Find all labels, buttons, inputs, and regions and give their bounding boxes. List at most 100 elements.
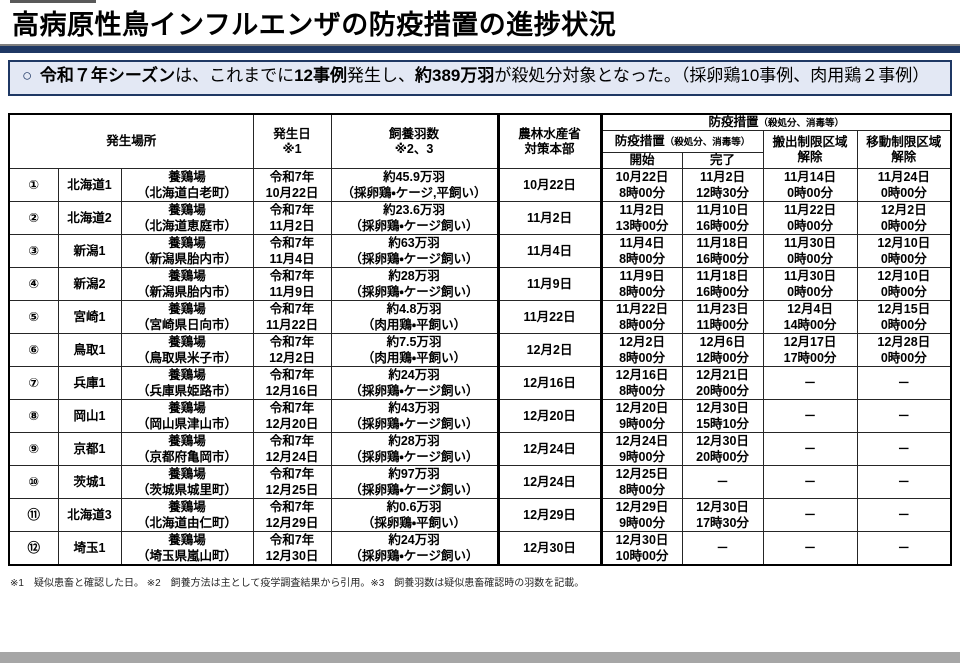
summary-segment: 12事例: [294, 66, 347, 85]
cell-maff-hq-date: 10月22日: [496, 168, 603, 202]
header-measures-group-main: 防疫措置: [708, 115, 759, 129]
cell-measure-start: 12月25日 8時00分: [600, 465, 683, 499]
cell-shipment-lift: －: [762, 432, 858, 466]
cell-farm-location: 養鶏場 （宮崎県日向市）: [120, 300, 254, 334]
cell-case-number: ⑤: [8, 300, 59, 334]
cell-onset-date: 令和7年 11月9日: [252, 267, 332, 301]
cell-measure-complete: 11月10日 16時00分: [681, 201, 764, 235]
cell-movement-lift: －: [856, 465, 952, 499]
cell-case-number: ⑧: [8, 399, 59, 433]
circle-bullet-icon: ○: [22, 66, 33, 85]
cell-shipment-lift: 12月4日 14時00分: [762, 300, 858, 334]
cell-case-name: 北海道3: [57, 498, 122, 532]
cell-measure-complete: －: [681, 531, 764, 566]
cell-measure-start: 12月2日 8時00分: [600, 333, 683, 367]
cell-onset-date: 令和7年 12月20日: [252, 399, 332, 433]
cell-farm-location: 養鶏場 （埼玉県嵐山町）: [120, 531, 254, 566]
cell-measure-complete: 11月18日 16時00分: [681, 267, 764, 301]
cell-case-number: ⑫: [8, 531, 59, 566]
table-row: ⑥ 鳥取1 養鶏場 （鳥取県米子市） 令和7年 12月2日 約7.5万羽 （肉用鶏・平飼…: [8, 333, 952, 367]
cell-case-name: 宮崎1: [57, 300, 122, 334]
cell-case-number: ⑥: [8, 333, 59, 367]
title-underline: [0, 44, 960, 53]
cell-shipment-lift: －: [762, 498, 858, 532]
cell-case-number: ⑪: [8, 498, 59, 532]
table-row: ⑦ 兵庫1 養鶏場 （兵庫県姫路市） 令和7年 12月16日 約24万羽 （採卵鶏・ケー…: [8, 366, 952, 400]
cell-movement-lift: 11月24日 0時00分: [856, 168, 952, 202]
cell-movement-lift: 12月15日 0時00分: [856, 300, 952, 334]
outbreak-table: 発生場所 発生日 ※1 飼養羽数 ※2、3 農林水産省 対策本部 防疫措置（殺処…: [8, 113, 953, 566]
header-maff-hq: 農林水産省 対策本部: [496, 113, 603, 169]
cell-maff-hq-date: 11月4日: [496, 234, 603, 268]
table-row: ① 北海道1 養鶏場 （北海道白老町） 令和7年 10月22日 約45.9万羽 （採卵鶏…: [8, 168, 952, 202]
bottom-gray-bar: [0, 652, 960, 663]
cell-maff-hq-date: 12月29日: [496, 498, 603, 532]
footnote: ※1 疑似患畜と確認した日。 ※2 飼養方法は主として疫学調査結果から引用。※3…: [10, 578, 585, 589]
header-measures-sub-paren: （殺処分、消毒等）: [664, 137, 751, 148]
cell-onset-date: 令和7年 11月4日: [252, 234, 332, 268]
cell-bird-count: 約23.6万羽 （採卵鶏・ケージ飼い）: [330, 201, 499, 235]
cell-farm-location: 養鶏場 （兵庫県姫路市）: [120, 366, 254, 400]
table-row: ⑨ 京都1 養鶏場 （京都府亀岡市） 令和7年 12月24日 約28万羽 （採卵鶏・ケー…: [8, 432, 952, 466]
header-shipment-lift: 搬出制限区域 解除: [762, 130, 858, 169]
header-measures-sub: 防疫措置（殺処分、消毒等）: [600, 130, 764, 153]
summary-segment: が殺処分対象となった。（採卵鶏10事例、肉用鶏２事例）: [494, 66, 930, 85]
header-movement-lift: 移動制限区域 解除: [856, 130, 952, 169]
summary-segment: 令和７年シーズン: [39, 66, 176, 85]
cell-case-name: 北海道2: [57, 201, 122, 235]
cell-measure-start: 11月2日 13時00分: [600, 201, 683, 235]
cell-onset-date: 令和7年 12月2日: [252, 333, 332, 367]
cell-measure-start: 12月29日 9時00分: [600, 498, 683, 532]
cell-case-number: ①: [8, 168, 59, 202]
cell-measure-start: 12月30日 10時00分: [600, 531, 683, 566]
cell-bird-count: 約24万羽 （採卵鶏・ケージ飼い）: [330, 366, 499, 400]
cell-onset-date: 令和7年 11月22日: [252, 300, 332, 334]
cell-case-number: ②: [8, 201, 59, 235]
cell-case-name: 新潟1: [57, 234, 122, 268]
table-row: ⑧ 岡山1 養鶏場 （岡山県津山市） 令和7年 12月20日 約43万羽 （採卵鶏・ケー…: [8, 399, 952, 433]
cell-shipment-lift: －: [762, 465, 858, 499]
cell-onset-date: 令和7年 12月29日: [252, 498, 332, 532]
cell-measure-start: 12月20日 9時00分: [600, 399, 683, 433]
cell-bird-count: 約63万羽 （採卵鶏・ケージ飼い）: [330, 234, 499, 268]
header-complete: 完了: [681, 152, 764, 169]
cell-measure-start: 10月22日 8時00分: [600, 168, 683, 202]
cell-shipment-lift: 11月30日 0時00分: [762, 234, 858, 268]
cell-case-name: 埼玉1: [57, 531, 122, 566]
cell-onset-date: 令和7年 11月2日: [252, 201, 332, 235]
cell-shipment-lift: －: [762, 399, 858, 433]
summary-segment: 発生し、: [347, 66, 415, 85]
cell-movement-lift: 12月10日 0時00分: [856, 267, 952, 301]
cell-movement-lift: －: [856, 498, 952, 532]
cell-movement-lift: －: [856, 432, 952, 466]
cell-case-number: ③: [8, 234, 59, 268]
header-measures-sub-main: 防疫措置: [614, 134, 665, 148]
cell-farm-location: 養鶏場 （新潟県胎内市）: [120, 234, 254, 268]
table-row: ⑤ 宮崎1 養鶏場 （宮崎県日向市） 令和7年 11月22日 約4.8万羽 （肉用鶏・平…: [8, 300, 952, 334]
cell-measure-start: 12月16日 8時00分: [600, 366, 683, 400]
table-body: ① 北海道1 養鶏場 （北海道白老町） 令和7年 10月22日 約45.9万羽 （採卵鶏…: [8, 168, 952, 566]
cell-movement-lift: －: [856, 531, 952, 566]
header-bird-count: 飼養羽数 ※2、3: [330, 113, 499, 169]
cell-shipment-lift: 12月17日 17時00分: [762, 333, 858, 367]
cell-shipment-lift: －: [762, 366, 858, 400]
cell-bird-count: 約24万羽 （採卵鶏・ケージ飼い）: [330, 531, 499, 566]
cell-maff-hq-date: 11月22日: [496, 300, 603, 334]
table-row: ② 北海道2 養鶏場 （北海道恵庭市） 令和7年 11月2日 約23.6万羽 （採卵鶏・…: [8, 201, 952, 235]
header-location: 発生場所: [8, 113, 254, 169]
summary-text: ○ 令和７年シーズンは、これまでに12事例発生し、約389万羽が殺処分対象となった…: [22, 65, 938, 88]
header-onset-date: 発生日 ※1: [252, 113, 332, 169]
cell-bird-count: 約0.6万羽 （採卵鶏・平飼い）: [330, 498, 499, 532]
cell-onset-date: 令和7年 12月24日: [252, 432, 332, 466]
table-row: ⑪ 北海道3 養鶏場 （北海道由仁町） 令和7年 12月29日 約0.6万羽 （採卵鶏・…: [8, 498, 952, 532]
page-title: 高病原性鳥インフルエンザの防疫措置の進捗状況: [12, 10, 617, 40]
cell-farm-location: 養鶏場 （鳥取県米子市）: [120, 333, 254, 367]
cell-bird-count: 約43万羽 （採卵鶏・ケージ飼い）: [330, 399, 499, 433]
cell-onset-date: 令和7年 12月25日: [252, 465, 332, 499]
cell-measure-complete: 11月18日 16時00分: [681, 234, 764, 268]
cell-case-name: 京都1: [57, 432, 122, 466]
cell-farm-location: 養鶏場 （北海道白老町）: [120, 168, 254, 202]
cell-maff-hq-date: 11月9日: [496, 267, 603, 301]
cell-measure-start: 11月9日 8時00分: [600, 267, 683, 301]
